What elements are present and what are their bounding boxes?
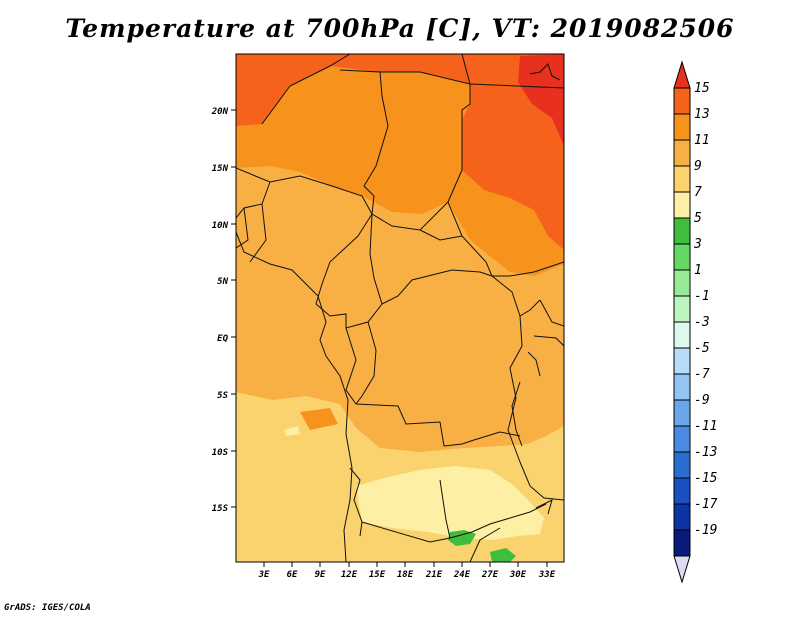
colorbar-swatch <box>673 269 691 297</box>
colorbar-label: 11 <box>694 133 710 148</box>
lon-label: 27E <box>481 570 499 580</box>
colorbar-label: -11 <box>694 419 717 434</box>
lat-label: 15S <box>212 504 229 514</box>
colorbar-label: 9 <box>694 159 702 174</box>
colorbar-swatch <box>673 87 691 115</box>
lon-label: 30E <box>509 570 527 580</box>
lon-ticks <box>263 562 548 567</box>
band-1-3-west <box>448 530 476 546</box>
map-title: Temperature at 700hPa [C], VT: 201908250… <box>65 14 735 43</box>
colorbar-label: -5 <box>694 341 710 356</box>
map-borders <box>236 54 564 562</box>
temperature-field <box>236 54 564 562</box>
colorbar-swatch <box>673 451 691 479</box>
colorbar: 15 13 11 9 7 5 3 1 -1 -3 -5 -7 -9 -11 -1… <box>673 60 718 584</box>
colorbar-swatch-top <box>673 60 691 89</box>
colorbar-label: -1 <box>694 289 710 304</box>
colorbar-label: 7 <box>694 185 702 200</box>
colorbar-label: -9 <box>694 393 710 408</box>
lon-label: 9E <box>315 570 326 580</box>
colorbar-label: -7 <box>694 367 710 382</box>
colorbar-swatch <box>673 529 691 557</box>
colorbar-label: 15 <box>694 81 710 96</box>
colorbar-swatch <box>673 139 691 167</box>
lon-label: 33E <box>538 570 556 580</box>
lat-label: 5N <box>217 277 228 287</box>
band-13-15 <box>518 54 564 146</box>
colorbar-swatch <box>673 191 691 219</box>
lon-label: 6E <box>287 570 298 580</box>
colorbar-label: -15 <box>694 471 718 486</box>
band-1-3-east <box>490 548 516 562</box>
lat-label: EQ <box>217 334 228 344</box>
lon-label: 21E <box>425 570 443 580</box>
patch-warm <box>300 408 338 430</box>
colorbar-label: 13 <box>694 107 710 122</box>
colorbar-label: 1 <box>694 263 702 278</box>
lon-label: 18E <box>397 570 414 580</box>
colorbar-label: -3 <box>694 315 710 330</box>
colorbar-swatch <box>673 243 691 271</box>
colorbar-swatch <box>673 165 691 193</box>
colorbar-swatch <box>673 399 691 427</box>
colorbar-swatch <box>673 295 691 323</box>
lon-label: 12E <box>341 570 358 580</box>
colorbar-labels: 15 13 11 9 7 5 3 1 -1 -3 -5 -7 -9 -11 -1… <box>693 81 718 538</box>
colorbar-swatch <box>673 217 691 245</box>
lon-label: 3E <box>258 570 270 580</box>
lon-label: 15E <box>369 570 386 580</box>
lat-labels: 20N 15N 10N 5N EQ 5S 10S 15S <box>211 107 229 514</box>
colorbar-swatch <box>673 425 691 453</box>
band-11-13 <box>236 54 564 250</box>
lat-label: 5S <box>217 391 228 401</box>
colorbar-label: -17 <box>694 497 718 512</box>
colorbar-label: 3 <box>693 237 702 252</box>
lat-label: 10S <box>212 448 229 458</box>
colorbar-label: 5 <box>694 211 702 226</box>
lat-label: 20N <box>211 107 229 117</box>
colorbar-label: -19 <box>694 523 717 538</box>
lon-labels: 3E 6E 9E 12E 15E 18E 21E 24E 27E 30E 33E <box>258 570 556 580</box>
colorbar-label: -13 <box>694 445 717 460</box>
colorbar-swatch <box>673 373 691 401</box>
colorbar-swatch-bottom <box>673 555 691 584</box>
patch-cool <box>284 426 300 436</box>
colorbar-swatches <box>673 60 691 584</box>
lat-label: 10N <box>212 221 229 231</box>
map-frame <box>235 53 565 563</box>
lat-label: 15N <box>212 164 229 174</box>
colorbar-swatch <box>673 321 691 349</box>
colorbar-swatch <box>673 503 691 531</box>
lon-label: 24E <box>453 570 471 580</box>
grads-credit: GrADS: IGES/COLA <box>4 603 91 613</box>
lat-ticks <box>231 109 236 508</box>
colorbar-swatch <box>673 347 691 375</box>
colorbar-swatch <box>673 113 691 141</box>
colorbar-swatch <box>673 477 691 505</box>
